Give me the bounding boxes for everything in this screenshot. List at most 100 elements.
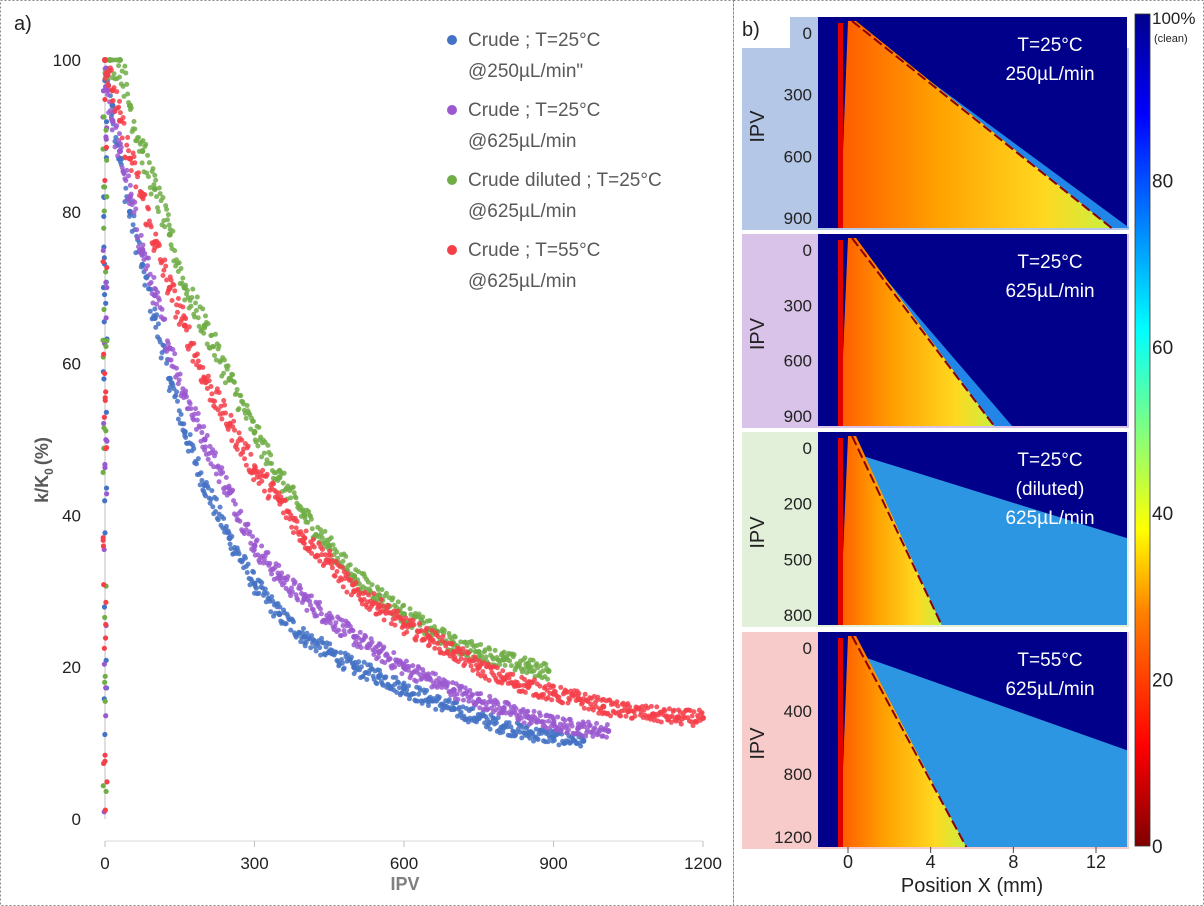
heatmap-inlet-strip: [838, 638, 843, 847]
data-point-cloud: [136, 170, 142, 176]
data-point-cloud: [375, 587, 381, 593]
data-point-cloud: [333, 649, 339, 655]
data-point: [226, 489, 233, 496]
data-point-cloud: [410, 618, 416, 624]
data-point-cloud: [253, 585, 259, 591]
data-point-cloud: [668, 719, 674, 725]
data-point-cloud: [212, 352, 218, 358]
data-point-cloud: [145, 206, 151, 212]
data-point-cloud: [160, 195, 166, 201]
data-point-cloud: [187, 432, 193, 438]
data-point-cloud: [138, 232, 144, 238]
legend-item-2: Crude ; T=25°C @625µL/min: [447, 100, 600, 152]
data-point: [450, 686, 457, 693]
data-point-cloud: [587, 722, 593, 728]
data-point-cloud: [317, 599, 323, 605]
data-point-cloud: [236, 406, 242, 412]
data-point-cloud: [153, 324, 159, 330]
heatmap-title-line: 250µL/min: [1005, 64, 1094, 85]
data-point: [326, 649, 333, 656]
data-point-cloud: [202, 313, 208, 319]
data-point: [102, 635, 109, 641]
data-point: [100, 247, 106, 254]
data-point-cloud: [449, 640, 455, 646]
y-axis-label-sub: 0: [42, 468, 56, 475]
data-point: [475, 649, 482, 656]
legend-text: @625µL/min: [468, 131, 576, 152]
data-point-cloud: [576, 690, 582, 696]
data-point-cloud: [535, 736, 541, 742]
data-point-cloud: [319, 535, 325, 541]
data-point-cloud: [506, 675, 512, 681]
data-point: [102, 679, 108, 685]
data-point-cloud: [470, 706, 476, 712]
data-point-cloud: [340, 623, 346, 629]
data-point-cloud: [150, 166, 156, 172]
legend-text: @625µL/min: [468, 271, 576, 292]
data-point: [251, 542, 258, 549]
data-point-cloud: [201, 330, 207, 336]
data-point-cloud: [592, 725, 598, 731]
data-point-cloud: [415, 698, 421, 704]
x-tick-label: 1200: [684, 854, 722, 873]
heatmap-y-tick: 0: [803, 639, 812, 658]
data-point-cloud: [199, 477, 205, 483]
heatmap-y-tick: 0: [803, 439, 812, 458]
data-point: [450, 649, 457, 656]
data-point-cloud: [546, 718, 552, 724]
data-point-cloud: [549, 697, 555, 703]
data-point-cloud: [156, 242, 162, 248]
data-point-cloud: [213, 496, 219, 502]
data-point: [101, 114, 107, 120]
heatmap-title-line: 625µL/min: [1005, 281, 1094, 302]
scatter-legend: Crude ; T=25°C @250µL/min" Crude ; T=25°C @…: [447, 30, 662, 292]
data-point-cloud: [486, 677, 492, 683]
data-point-cloud: [531, 677, 537, 683]
data-point-cloud: [140, 138, 146, 144]
data-point-cloud: [219, 416, 225, 422]
x-tick-label: 900: [539, 854, 567, 873]
data-point-cloud: [200, 364, 206, 370]
data-point-cloud: [387, 656, 393, 662]
data-point-cloud: [268, 609, 274, 615]
data-point-cloud: [234, 387, 240, 393]
data-point-cloud: [264, 471, 270, 477]
data-point-cloud: [541, 719, 547, 725]
data-point-cloud: [425, 703, 431, 709]
data-point-cloud: [193, 406, 199, 412]
data-point: [126, 193, 133, 200]
data-point-cloud: [152, 172, 158, 178]
data-point-cloud: [318, 611, 324, 617]
data-point-cloud: [219, 465, 225, 471]
data-point: [425, 696, 432, 703]
data-point: [166, 345, 173, 352]
data-point: [103, 485, 110, 491]
data-point: [376, 673, 383, 680]
data-point-cloud: [222, 402, 228, 408]
panel-b-label: b): [742, 19, 760, 41]
data-point: [151, 292, 158, 299]
data-point-cloud: [560, 700, 566, 706]
heatmap-fouled-region: [840, 21, 1112, 228]
data-point-cloud: [116, 98, 122, 104]
data-point-cloud: [699, 710, 705, 716]
data-point-cloud: [578, 743, 584, 749]
heatmap-y-tick: 400: [784, 702, 812, 721]
data-point-cloud: [371, 591, 377, 597]
data-point-cloud: [336, 627, 342, 633]
data-point-cloud: [343, 553, 349, 559]
data-point-cloud: [126, 173, 132, 179]
data-point: [103, 491, 110, 497]
data-point-cloud: [244, 570, 250, 576]
legend-text: Crude diluted ; T=25°C: [468, 170, 662, 191]
data-point-cloud: [239, 437, 245, 443]
data-point-cloud: [156, 297, 162, 303]
data-point: [103, 713, 109, 719]
data-point: [102, 96, 108, 103]
data-point-cloud: [567, 697, 573, 703]
heatmap-y-label: IPV: [747, 727, 769, 760]
data-point-cloud: [260, 467, 266, 473]
heatmap-subplot-1: T=25°C 250µL/min 0 300 600 900 IPV: [742, 17, 1130, 230]
data-point: [226, 421, 233, 428]
data-point-cloud: [264, 457, 270, 463]
